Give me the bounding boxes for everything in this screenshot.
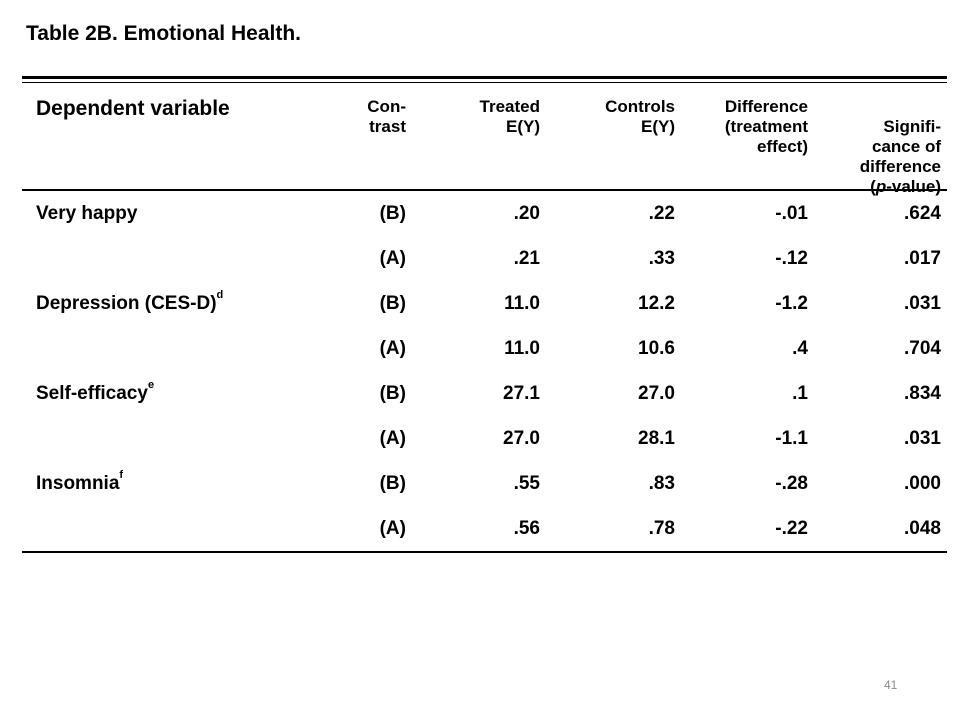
table-header: Dependent variable Con- trast Treated E(… — [22, 83, 947, 196]
cell-difference: .4 — [792, 338, 808, 359]
cell-difference: -1.1 — [775, 428, 808, 449]
table-title: Table 2B. Emotional Health. — [26, 22, 301, 45]
table-row: (A) .21 .33 -.12 .017 — [22, 236, 947, 281]
cell-contrast: (B) — [379, 203, 406, 224]
footnote-marker: f — [119, 469, 124, 481]
variable-text: Self-efficacy — [36, 383, 148, 404]
cell-contrast: (A) — [379, 248, 406, 269]
cell-pvalue: .624 — [904, 203, 941, 224]
table-row: Insomniaf (B) .55 .83 -.28 .000 — [22, 461, 947, 506]
header-significance: Signifi- cance of difference (p-value) — [860, 97, 941, 197]
cell-controls: 12.2 — [638, 293, 675, 314]
cell-controls: .78 — [648, 518, 675, 539]
table-row: Depression (CES-D)d (B) 11.0 12.2 -1.2 .031 — [22, 281, 947, 326]
table-row: Very happy (B) .20 .22 -.01 .624 — [22, 191, 947, 236]
cell-difference: -.01 — [775, 203, 808, 224]
cell-pvalue: .017 — [904, 248, 941, 269]
cell-controls: 27.0 — [638, 383, 675, 404]
table-body: Very happy (B) .20 .22 -.01 .624 (A) .21 .33 -.12… — [22, 191, 947, 551]
cell-treated: .21 — [513, 248, 540, 269]
header-treated: Treated E(Y) — [479, 97, 540, 136]
cell-contrast: (A) — [379, 428, 406, 449]
header-dependent-variable: Dependent variable — [36, 97, 230, 120]
header-controls: Controls E(Y) — [605, 97, 675, 136]
cell-pvalue: .031 — [904, 428, 941, 449]
cell-controls: .22 — [648, 203, 675, 224]
cell-difference: -.28 — [775, 473, 808, 494]
cell-controls: .33 — [648, 248, 675, 269]
cell-treated: 27.0 — [503, 428, 540, 449]
cell-variable: Very happy — [36, 203, 137, 225]
cell-controls: 10.6 — [638, 338, 675, 359]
variable-text: Depression (CES-D) — [36, 293, 217, 314]
cell-treated: .56 — [513, 518, 540, 539]
cell-difference: .1 — [792, 383, 808, 404]
cell-contrast: (B) — [379, 383, 406, 404]
cell-treated: .55 — [513, 473, 540, 494]
table-row: (A) .56 .78 -.22 .048 — [22, 506, 947, 551]
variable-text: Insomnia — [36, 473, 120, 494]
top-double-rule — [22, 76, 947, 83]
table-row: (A) 27.0 28.1 -1.1 .031 — [22, 416, 947, 461]
cell-controls: 28.1 — [638, 428, 675, 449]
cell-difference: -.22 — [775, 518, 808, 539]
cell-treated: 27.1 — [503, 383, 540, 404]
cell-pvalue: .834 — [904, 383, 941, 404]
emotional-health-table: Dependent variable Con- trast Treated E(… — [22, 76, 947, 553]
cell-pvalue: .031 — [904, 293, 941, 314]
bottom-rule — [22, 551, 947, 553]
cell-treated: .20 — [513, 203, 540, 224]
variable-text: Very happy — [36, 203, 138, 224]
cell-pvalue: .000 — [904, 473, 941, 494]
footnote-marker: d — [216, 289, 224, 301]
header-contrast: Con- trast — [367, 97, 406, 136]
cell-contrast: (A) — [379, 338, 406, 359]
table-row: Self-efficacye (B) 27.1 27.0 .1 .834 — [22, 371, 947, 416]
header-significance-text: Signifi- cance of difference (p-value) — [859, 117, 941, 196]
page-number: 41 — [884, 678, 898, 692]
cell-pvalue: .704 — [904, 338, 941, 359]
cell-contrast: (B) — [379, 293, 406, 314]
cell-variable: Insomniaf — [36, 469, 123, 495]
cell-difference: -.12 — [775, 248, 808, 269]
cell-variable: Depression (CES-D)d — [36, 289, 223, 315]
footnote-marker: e — [147, 379, 155, 391]
cell-difference: -1.2 — [775, 293, 808, 314]
cell-controls: .83 — [648, 473, 675, 494]
cell-treated: 11.0 — [504, 293, 540, 314]
cell-treated: 11.0 — [504, 338, 540, 359]
table-row: (A) 11.0 10.6 .4 .704 — [22, 326, 947, 371]
cell-contrast: (A) — [379, 518, 406, 539]
cell-contrast: (B) — [379, 473, 406, 494]
cell-variable: Self-efficacye — [36, 379, 154, 405]
cell-pvalue: .048 — [904, 518, 941, 539]
header-difference: Difference (treatment effect) — [724, 97, 808, 156]
